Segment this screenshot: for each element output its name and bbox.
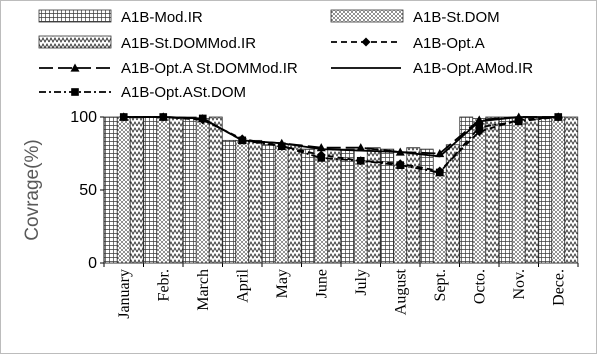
line-point-4 bbox=[554, 113, 563, 121]
bar-3 bbox=[287, 144, 302, 264]
x-tick-label: Octo. bbox=[471, 269, 488, 304]
legend-label: A1B-St.DOMMod.IR bbox=[121, 35, 256, 52]
bar-2 bbox=[195, 118, 210, 264]
bar-2 bbox=[274, 145, 289, 264]
y-axis-label: Covrage(%) bbox=[22, 139, 43, 240]
bar-2 bbox=[314, 157, 329, 264]
line-point-4 bbox=[159, 113, 168, 121]
legend-label: A1B-Opt.ASt.DOM bbox=[121, 84, 246, 101]
bar-2 bbox=[551, 116, 566, 264]
bar-3 bbox=[208, 116, 223, 264]
x-tick-label: Dece. bbox=[550, 269, 567, 306]
legend-label: A1B-Opt.A bbox=[413, 35, 485, 52]
line-point-4 bbox=[317, 154, 326, 162]
x-tick-label: March bbox=[195, 269, 212, 311]
bar-3 bbox=[366, 147, 381, 264]
bar-2 bbox=[116, 116, 131, 264]
line-point-4 bbox=[119, 113, 128, 121]
bar-2 bbox=[511, 116, 526, 264]
x-tick-label: May bbox=[274, 269, 291, 298]
legend: A1B-Mod.IR A1B-St.DOM A1B-St.DOMMod.IR A1B-… bbox=[38, 9, 533, 101]
x-tick-label: June bbox=[313, 269, 330, 298]
x-tick-label: July bbox=[353, 269, 370, 296]
legend-marker-1 bbox=[361, 37, 371, 47]
bar-2 bbox=[432, 172, 447, 264]
line-point-4 bbox=[396, 161, 405, 170]
bar-1 bbox=[222, 139, 237, 264]
bar-1 bbox=[301, 148, 316, 264]
line-point-4 bbox=[475, 123, 484, 132]
line-series-4 bbox=[123, 116, 559, 174]
bar-2 bbox=[472, 118, 487, 264]
line-point-4 bbox=[356, 156, 365, 165]
y-tick-label: 100 bbox=[70, 109, 97, 126]
x-tick-label: Nov. bbox=[511, 269, 528, 300]
x-tick-label: Febr. bbox=[155, 269, 172, 301]
legend-label: A1B-St.DOM bbox=[413, 9, 500, 26]
bar-3 bbox=[129, 116, 144, 264]
bar-3 bbox=[564, 116, 579, 264]
bar-3 bbox=[524, 116, 539, 264]
line-series-1 bbox=[123, 116, 559, 172]
legend-marker-2 bbox=[70, 63, 80, 72]
line-point-4 bbox=[514, 117, 523, 126]
line-point-4 bbox=[238, 136, 247, 145]
bar-1 bbox=[143, 116, 158, 264]
bar-1 bbox=[380, 148, 395, 264]
bar-3 bbox=[248, 139, 263, 264]
bar-2 bbox=[235, 139, 250, 264]
bar-1 bbox=[538, 116, 553, 264]
x-tick-label: August bbox=[392, 268, 409, 315]
legend-label: A1B-Opt.A St.DOMMod.IR bbox=[121, 60, 298, 77]
bar-3 bbox=[485, 116, 500, 264]
y-tick-label: 50 bbox=[79, 182, 97, 199]
y-tick-label: 0 bbox=[88, 255, 97, 272]
legend-label: A1B-Mod.IR bbox=[121, 9, 203, 26]
x-tick-label: Sept. bbox=[432, 269, 449, 301]
bar-1 bbox=[419, 148, 434, 264]
legend-swatch-bar-3 bbox=[38, 35, 112, 49]
line-point-4 bbox=[277, 142, 286, 151]
bar-1 bbox=[459, 116, 474, 264]
legend-swatch-bar-1 bbox=[38, 9, 112, 23]
bar-2 bbox=[156, 116, 171, 264]
bar-2 bbox=[393, 164, 408, 264]
bar-3 bbox=[327, 148, 342, 264]
x-tick-label: January bbox=[116, 269, 133, 319]
plot-area: 0 50 100 Covrage(%) January Febr. March April Ma… bbox=[22, 109, 579, 319]
line-point-2 bbox=[356, 143, 366, 152]
legend-label: A1B-Opt.AMod.IR bbox=[413, 60, 533, 77]
bar-3 bbox=[406, 147, 421, 264]
legend-swatch-bar-2 bbox=[330, 9, 404, 23]
bar-1 bbox=[261, 144, 276, 264]
bar-1 bbox=[103, 116, 118, 264]
line-series-2 bbox=[123, 116, 559, 155]
x-tick-label: April bbox=[234, 268, 251, 302]
bar-1 bbox=[498, 116, 513, 264]
legend-marker-4 bbox=[71, 88, 79, 96]
line-series-3 bbox=[123, 116, 559, 158]
bar-1 bbox=[340, 148, 355, 264]
bar-3 bbox=[169, 116, 184, 264]
line-point-4 bbox=[435, 168, 444, 177]
bar-2 bbox=[353, 160, 368, 264]
bar-1 bbox=[182, 116, 197, 264]
line-point-4 bbox=[198, 114, 207, 123]
